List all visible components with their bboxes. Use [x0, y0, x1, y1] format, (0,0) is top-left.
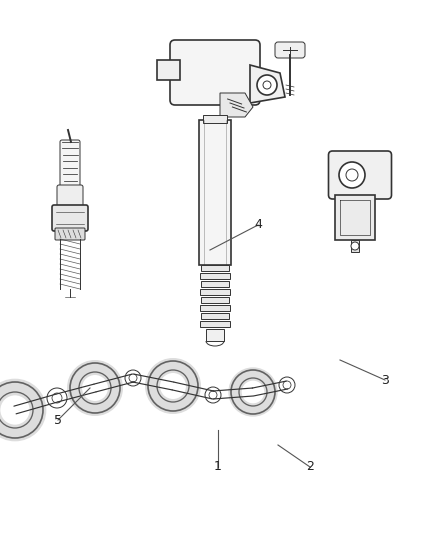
Bar [201, 297, 229, 303]
Bar [201, 265, 229, 271]
Polygon shape [250, 65, 285, 103]
Circle shape [52, 393, 62, 403]
Circle shape [79, 372, 111, 404]
Text: 4: 4 [254, 219, 262, 231]
Circle shape [70, 363, 120, 413]
Circle shape [346, 169, 358, 181]
Circle shape [351, 242, 359, 250]
Bar [200, 273, 230, 279]
Text: 3: 3 [381, 374, 389, 386]
Bar [335, 195, 375, 240]
Circle shape [209, 391, 217, 399]
Bar [201, 313, 229, 319]
Circle shape [279, 377, 295, 393]
Circle shape [47, 388, 67, 408]
FancyBboxPatch shape [328, 151, 392, 199]
Circle shape [0, 382, 43, 438]
Polygon shape [157, 60, 180, 80]
Bar [351, 240, 359, 252]
Circle shape [257, 75, 277, 95]
Circle shape [231, 370, 275, 414]
Bar [200, 305, 230, 311]
FancyBboxPatch shape [57, 185, 83, 209]
Text: 5: 5 [54, 414, 62, 426]
Circle shape [148, 361, 198, 411]
FancyBboxPatch shape [170, 40, 260, 105]
FancyBboxPatch shape [60, 140, 80, 189]
Bar [200, 289, 230, 295]
FancyBboxPatch shape [52, 205, 88, 231]
Bar [199, 120, 231, 265]
Bar [203, 115, 227, 123]
Circle shape [339, 162, 365, 188]
Bar [200, 321, 230, 327]
Circle shape [157, 370, 189, 402]
Circle shape [125, 370, 141, 386]
Polygon shape [220, 93, 253, 117]
Text: 2: 2 [306, 461, 314, 473]
Circle shape [205, 387, 221, 403]
FancyBboxPatch shape [55, 228, 85, 240]
Circle shape [239, 378, 267, 406]
Circle shape [129, 374, 137, 382]
Circle shape [283, 381, 291, 389]
Text: 1: 1 [214, 461, 222, 473]
Bar [206, 329, 224, 341]
Bar [201, 281, 229, 287]
Circle shape [263, 81, 271, 89]
Circle shape [0, 392, 33, 428]
FancyBboxPatch shape [275, 42, 305, 58]
